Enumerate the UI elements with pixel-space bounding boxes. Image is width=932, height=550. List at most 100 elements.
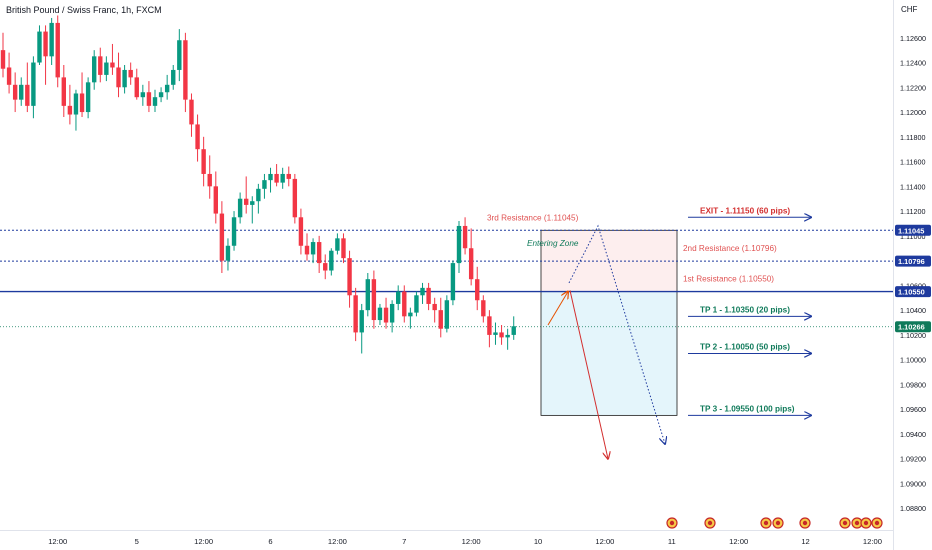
x-tick-label: 10 — [534, 537, 542, 546]
candle-body — [237, 198, 243, 218]
candle-body — [177, 40, 182, 70]
current-price-badge-text: 1.10266 — [898, 323, 925, 332]
x-tick-label: 12:00 — [194, 537, 213, 546]
candle-body — [244, 198, 249, 205]
candle-body — [43, 31, 48, 57]
candle-body — [444, 300, 450, 329]
candle-body — [456, 225, 462, 264]
y-tick-label: 1.09200 — [900, 455, 926, 464]
price-axis-panel — [893, 0, 932, 550]
x-tick-label: 12 — [801, 537, 809, 546]
entering-zone-label: Entering Zone — [527, 239, 579, 248]
candle-body — [85, 82, 91, 113]
economic-event-icon-dot — [763, 520, 769, 526]
target-label: EXIT - 1.11150 (60 pips) — [700, 206, 790, 215]
level-price-badge-text: 1.10796 — [898, 257, 925, 266]
candle-body — [262, 180, 267, 189]
candle-body — [286, 173, 291, 179]
candle-body — [268, 173, 273, 181]
candle-body — [110, 62, 115, 68]
candle-body — [37, 31, 42, 63]
candle-body — [414, 295, 419, 313]
level-price-badge — [895, 224, 931, 236]
candle-body — [61, 77, 66, 106]
candle-body — [79, 93, 85, 113]
level-price-badge-text: 1.11045 — [898, 226, 924, 235]
level-price-badge — [895, 255, 931, 267]
currency-label: CHF — [901, 5, 918, 14]
candle-body — [92, 56, 97, 83]
candle-body — [316, 242, 322, 264]
candle-body — [189, 99, 194, 125]
target-label: TP 1 - 1.10350 (20 pips) — [700, 305, 790, 314]
candle-body — [341, 238, 346, 259]
candle-body — [73, 93, 79, 115]
chart-title: British Pound / Swiss Franc, 1h, FXCM — [6, 5, 162, 15]
candle-body — [140, 92, 146, 98]
candle-body — [219, 213, 225, 261]
candle-body — [389, 303, 395, 323]
candle-body — [505, 334, 510, 338]
economic-event-icon-dot — [775, 520, 781, 526]
candle-body — [12, 84, 18, 100]
candle-body — [25, 84, 30, 106]
candle-body — [6, 67, 12, 85]
y-tick-label: 1.08800 — [900, 504, 926, 513]
y-tick-label: 1.12000 — [900, 108, 926, 117]
candle-body — [481, 300, 486, 317]
candle-body — [420, 287, 425, 296]
candle-body — [335, 238, 340, 251]
candle-body — [55, 22, 60, 78]
candle-body — [329, 250, 334, 271]
candle-body — [408, 312, 413, 317]
candle-body — [201, 149, 206, 174]
candle-body — [487, 316, 492, 335]
candle-body — [450, 263, 456, 301]
candle-body — [359, 310, 364, 333]
candle-body — [292, 178, 298, 218]
candle-body — [231, 217, 237, 246]
candle-body — [0, 50, 6, 69]
y-tick-label: 1.10400 — [900, 306, 926, 315]
candle-body — [383, 307, 389, 323]
y-tick-label: 1.09400 — [900, 430, 926, 439]
y-tick-label: 1.11400 — [900, 182, 925, 191]
x-tick-label: 12:00 — [595, 537, 614, 546]
candle-body — [274, 173, 279, 183]
candle-body — [323, 263, 328, 271]
y-tick-label: 1.12600 — [900, 34, 926, 43]
candle-body — [207, 173, 212, 187]
economic-event-icon-dot — [842, 520, 848, 526]
candle-body — [371, 279, 377, 321]
entry-arrow — [547, 292, 568, 326]
candle-body — [250, 201, 255, 205]
candle-body — [438, 310, 443, 329]
y-tick-label: 1.09800 — [900, 380, 926, 389]
economic-event-icon-dot — [863, 520, 869, 526]
candle-body — [31, 62, 36, 106]
x-tick-label: 11 — [668, 537, 676, 546]
take-profit-zone — [540, 291, 678, 416]
resistance-label: 1st Resistance (1.10550) — [683, 275, 774, 284]
y-tick-label: 1.09600 — [900, 405, 926, 414]
y-tick-label: 1.12200 — [900, 83, 926, 92]
resistance-label: 2nd Resistance (1.10796) — [683, 244, 777, 253]
candle-body — [128, 69, 133, 78]
exchange: FXCM — [136, 5, 162, 15]
y-tick-label: 1.09000 — [900, 479, 926, 488]
target-label: TP 2 - 1.10050 (50 pips) — [700, 342, 790, 351]
x-tick-label: 12:00 — [729, 537, 748, 546]
candle-body — [493, 332, 498, 335]
candle-body — [256, 188, 261, 202]
economic-event-icon-dot — [707, 520, 713, 526]
candle-body — [195, 124, 200, 150]
candle-body — [511, 326, 516, 335]
interval: 1h — [121, 5, 132, 15]
candle-body — [134, 77, 139, 98]
candle-body — [365, 279, 370, 311]
short-projection-arrow — [569, 290, 608, 458]
economic-event-icon-dot — [669, 520, 675, 526]
candle-body — [213, 186, 218, 214]
y-tick-label: 1.11800 — [900, 133, 925, 142]
